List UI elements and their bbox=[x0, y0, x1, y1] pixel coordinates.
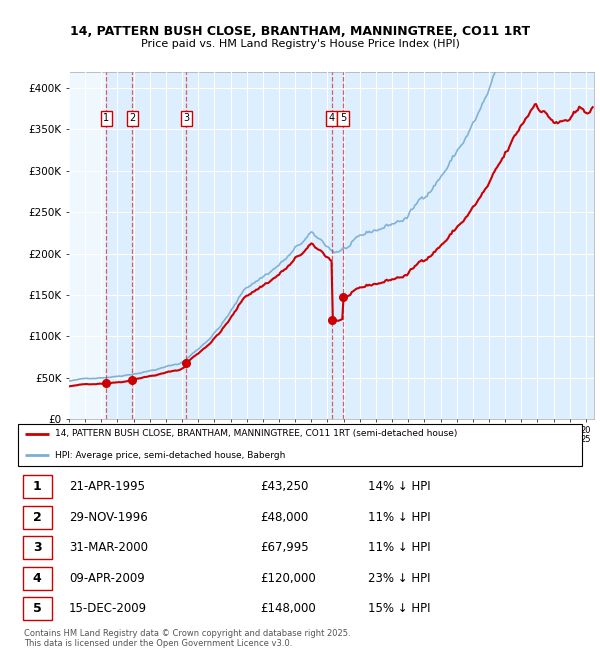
Text: 20
23: 20 23 bbox=[548, 426, 559, 443]
FancyBboxPatch shape bbox=[23, 475, 52, 498]
Text: 20
06: 20 06 bbox=[274, 426, 284, 443]
Text: 11% ↓ HPI: 11% ↓ HPI bbox=[368, 511, 430, 524]
Text: 19
96: 19 96 bbox=[112, 426, 123, 443]
Text: Contains HM Land Registry data © Crown copyright and database right 2025.
This d: Contains HM Land Registry data © Crown c… bbox=[24, 629, 350, 648]
Text: 1: 1 bbox=[33, 480, 41, 493]
FancyBboxPatch shape bbox=[18, 424, 582, 466]
Text: 19
93: 19 93 bbox=[64, 426, 74, 443]
Text: 19
97: 19 97 bbox=[128, 426, 139, 443]
Text: 20
03: 20 03 bbox=[225, 426, 236, 443]
Text: 20
09: 20 09 bbox=[322, 426, 333, 443]
Text: Price paid vs. HM Land Registry's House Price Index (HPI): Price paid vs. HM Land Registry's House … bbox=[140, 39, 460, 49]
Text: 4: 4 bbox=[33, 572, 41, 585]
Text: 20
19: 20 19 bbox=[484, 426, 494, 443]
Text: 20
08: 20 08 bbox=[306, 426, 317, 443]
Text: 20
15: 20 15 bbox=[419, 426, 430, 443]
Text: £120,000: £120,000 bbox=[260, 572, 316, 585]
Text: 2: 2 bbox=[129, 114, 136, 124]
Text: 14, PATTERN BUSH CLOSE, BRANTHAM, MANNINGTREE, CO11 1RT: 14, PATTERN BUSH CLOSE, BRANTHAM, MANNIN… bbox=[70, 25, 530, 38]
Text: 21-APR-1995: 21-APR-1995 bbox=[69, 480, 145, 493]
Text: £43,250: £43,250 bbox=[260, 480, 309, 493]
Text: 23% ↓ HPI: 23% ↓ HPI bbox=[368, 572, 430, 585]
Text: 19
99: 19 99 bbox=[161, 426, 171, 443]
Text: 4: 4 bbox=[329, 114, 335, 124]
Text: 20
20: 20 20 bbox=[500, 426, 511, 443]
Text: 09-APR-2009: 09-APR-2009 bbox=[69, 572, 145, 585]
Text: HPI: Average price, semi-detached house, Babergh: HPI: Average price, semi-detached house,… bbox=[55, 450, 285, 460]
FancyBboxPatch shape bbox=[23, 597, 52, 620]
Text: 20
02: 20 02 bbox=[209, 426, 220, 443]
Text: 15% ↓ HPI: 15% ↓ HPI bbox=[368, 602, 430, 615]
Text: £67,995: £67,995 bbox=[260, 541, 309, 554]
Text: 20
13: 20 13 bbox=[387, 426, 397, 443]
Text: 14% ↓ HPI: 14% ↓ HPI bbox=[368, 480, 430, 493]
Text: 19
98: 19 98 bbox=[145, 426, 155, 443]
Text: 1: 1 bbox=[103, 114, 109, 124]
Text: 20
04: 20 04 bbox=[241, 426, 252, 443]
Text: 20
07: 20 07 bbox=[290, 426, 301, 443]
Text: 14, PATTERN BUSH CLOSE, BRANTHAM, MANNINGTREE, CO11 1RT (semi-detached house): 14, PATTERN BUSH CLOSE, BRANTHAM, MANNIN… bbox=[55, 430, 457, 439]
Text: 20
12: 20 12 bbox=[371, 426, 381, 443]
Text: 15-DEC-2009: 15-DEC-2009 bbox=[69, 602, 147, 615]
Text: £48,000: £48,000 bbox=[260, 511, 309, 524]
Text: 20
00: 20 00 bbox=[177, 426, 187, 443]
Text: 20
01: 20 01 bbox=[193, 426, 203, 443]
Text: 5: 5 bbox=[33, 602, 41, 615]
Text: 19
94: 19 94 bbox=[80, 426, 91, 443]
Text: £148,000: £148,000 bbox=[260, 602, 316, 615]
Text: 20
14: 20 14 bbox=[403, 426, 413, 443]
Text: 2: 2 bbox=[33, 511, 41, 524]
Text: 11% ↓ HPI: 11% ↓ HPI bbox=[368, 541, 430, 554]
Text: 20
25: 20 25 bbox=[581, 426, 591, 443]
Text: 20
11: 20 11 bbox=[355, 426, 365, 443]
Text: 20
05: 20 05 bbox=[257, 426, 268, 443]
Text: 20
16: 20 16 bbox=[435, 426, 446, 443]
Text: 20
18: 20 18 bbox=[467, 426, 478, 443]
Bar bbox=[69, 72, 106, 419]
Text: 20
17: 20 17 bbox=[451, 426, 462, 443]
Text: 5: 5 bbox=[340, 114, 346, 124]
Text: 31-MAR-2000: 31-MAR-2000 bbox=[69, 541, 148, 554]
FancyBboxPatch shape bbox=[23, 536, 52, 559]
Text: 19
95: 19 95 bbox=[96, 426, 107, 443]
FancyBboxPatch shape bbox=[23, 567, 52, 590]
Text: 29-NOV-1996: 29-NOV-1996 bbox=[69, 511, 148, 524]
Text: 20
21: 20 21 bbox=[516, 426, 527, 443]
Text: 20
10: 20 10 bbox=[338, 426, 349, 443]
Text: 20
22: 20 22 bbox=[532, 426, 543, 443]
Text: 20
24: 20 24 bbox=[565, 426, 575, 443]
Bar bbox=[69, 72, 106, 419]
Text: 3: 3 bbox=[183, 114, 189, 124]
Text: 3: 3 bbox=[33, 541, 41, 554]
FancyBboxPatch shape bbox=[23, 506, 52, 528]
